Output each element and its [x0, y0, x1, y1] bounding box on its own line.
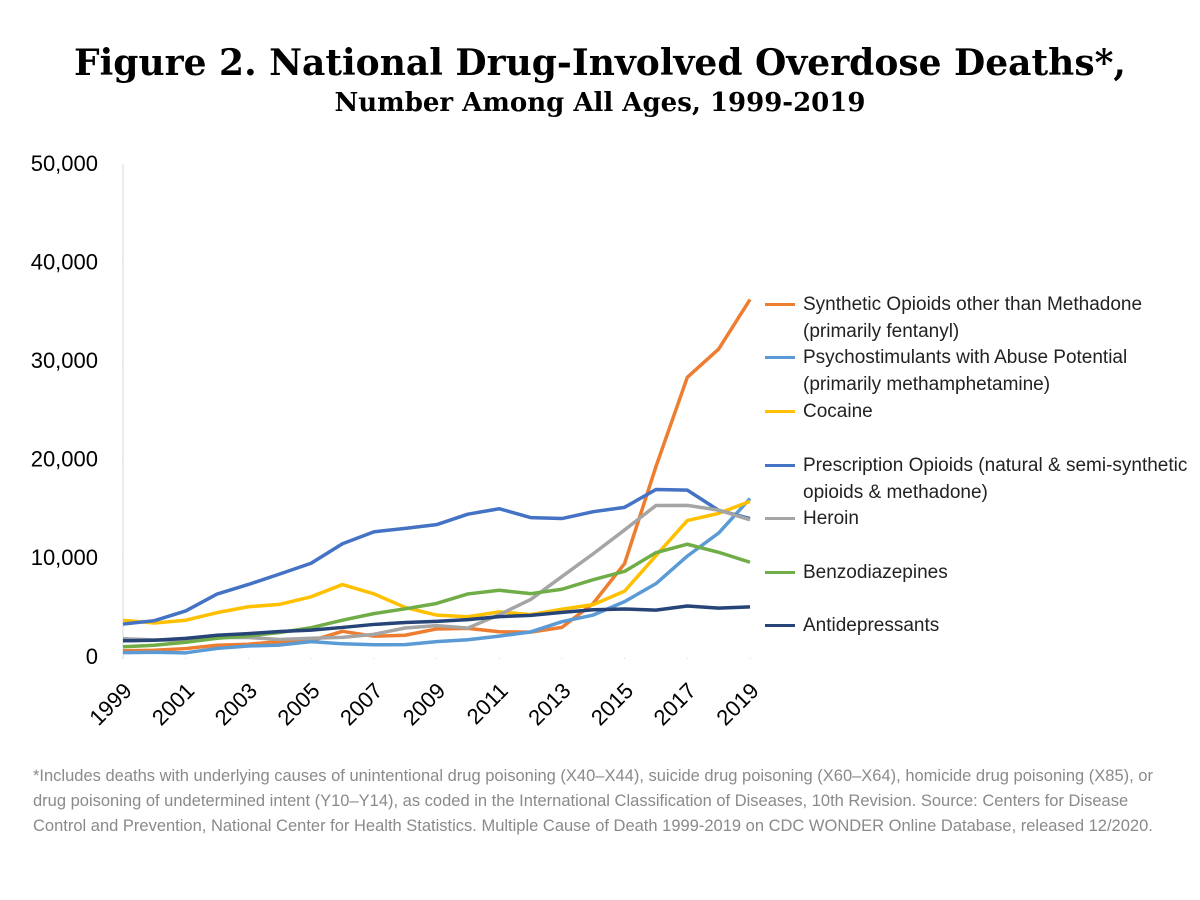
legend-item: Benzodiazepines — [765, 559, 1190, 586]
x-tick-label: 2013 — [523, 678, 575, 730]
y-tick-label: 0 — [86, 644, 98, 669]
x-tick-label: 2007 — [335, 678, 387, 730]
x-tick-label: 2011 — [462, 678, 513, 729]
series-line — [122, 499, 751, 625]
footnote: *Includes deaths with underlying causes … — [33, 767, 1153, 835]
y-tick-label: 30,000 — [31, 348, 98, 373]
legend-item: Synthetic Opioids other than Methadone (… — [765, 291, 1190, 345]
legend-label: Heroin — [803, 508, 859, 529]
y-tick-label: 40,000 — [31, 249, 98, 274]
series-line — [122, 542, 751, 649]
legend-swatch — [765, 571, 795, 574]
chart-title: Figure 2. National Drug-Involved Overdos… — [74, 42, 1126, 84]
legend-swatch — [765, 624, 795, 627]
y-tick-label: 20,000 — [31, 447, 98, 472]
legend-swatch — [765, 410, 795, 413]
legend-item: Antidepressants — [765, 612, 1190, 639]
x-tick-label: 2003 — [210, 678, 262, 730]
legend-swatch — [765, 517, 795, 520]
legend-label: Synthetic Opioids other than Methadone (… — [803, 294, 1143, 342]
x-tick-label: 1999 — [84, 678, 136, 730]
x-tick-label: 2005 — [272, 678, 324, 730]
legend-swatch — [765, 464, 795, 467]
legend-label: Benzodiazepines — [803, 562, 948, 583]
legend-item: Psychostimulants with Abuse Potential (p… — [765, 344, 1190, 398]
x-tick-label: 2017 — [649, 678, 701, 730]
chart-subtitle: Number Among All Ages, 1999-2019 — [334, 88, 866, 118]
x-tick-label: 2019 — [711, 678, 763, 730]
y-tick-label: 50,000 — [31, 151, 98, 176]
y-tick-label: 10,000 — [31, 545, 98, 570]
legend-swatch — [765, 356, 795, 359]
series-line — [122, 487, 751, 626]
legend-swatch — [765, 303, 795, 306]
x-tick-label: 2009 — [398, 678, 450, 730]
series-line — [122, 298, 752, 653]
legend-item: Cocaine — [765, 398, 1190, 425]
series-line — [122, 604, 751, 643]
legend-item: Heroin — [765, 505, 1190, 532]
x-tick-label: 2015 — [586, 678, 638, 730]
x-tick-label: 2001 — [147, 678, 199, 730]
series-line — [122, 497, 752, 655]
legend-item: Prescription Opioids (natural & semi-syn… — [765, 452, 1190, 506]
legend-label: Prescription Opioids (natural & semi-syn… — [803, 455, 1188, 503]
legend-label: Psychostimulants with Abuse Potential (p… — [803, 347, 1128, 395]
legend-label: Antidepressants — [803, 615, 940, 636]
legend-label: Cocaine — [803, 401, 873, 422]
